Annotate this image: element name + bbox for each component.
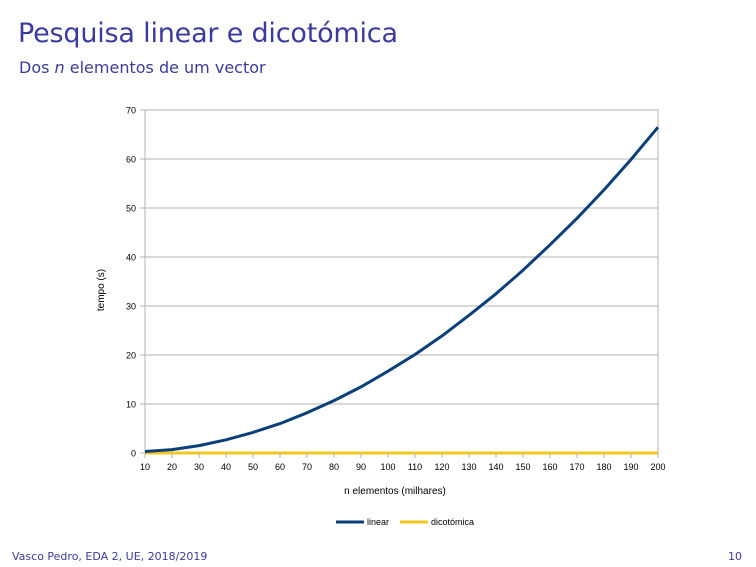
x-tick-label: 20 [167, 462, 177, 472]
subtitle-suffix: elementos de um vector [64, 58, 266, 77]
x-tick-label: 70 [302, 462, 312, 472]
page-number: 10 [728, 550, 742, 563]
x-tick-label: 190 [623, 462, 638, 472]
x-tick-label: 120 [434, 462, 449, 472]
line-chart: 0 10 20 30 40 50 60 70 10 20 30 40 50 60 70 80 90 100 110… [96, 106, 666, 528]
y-axis-ticks: 0 10 20 30 40 50 60 70 [126, 106, 145, 459]
x-tick-label: 60 [275, 462, 285, 472]
y-tick-label: 60 [126, 155, 136, 165]
x-tick-label: 10 [140, 462, 150, 472]
y-tick-label: 30 [126, 302, 136, 312]
slide-title: Pesquisa linear e dicotómica [18, 18, 398, 49]
subtitle-prefix: Dos [19, 58, 55, 77]
x-axis-label: n elementos (milhares) [344, 486, 446, 497]
footer-author: Vasco Pedro, EDA 2, UE, 2018/2019 [12, 550, 208, 563]
x-tick-label: 90 [356, 462, 366, 472]
y-tick-label: 70 [126, 106, 136, 116]
chart-legend: linear dicotómica [336, 517, 474, 527]
x-tick-label: 80 [329, 462, 339, 472]
slide-subtitle: Dos n elementos de um vector [19, 58, 266, 77]
x-axis-ticks: 10 20 30 40 50 60 70 80 90 100 110 120 130 140 150 160 1… [140, 453, 666, 472]
y-axis-label: tempo (s) [96, 269, 107, 311]
x-tick-label: 40 [221, 462, 231, 472]
y-tick-label: 40 [126, 253, 136, 263]
x-tick-label: 50 [248, 462, 258, 472]
y-tick-label: 50 [126, 204, 136, 214]
x-tick-label: 130 [461, 462, 476, 472]
x-tick-label: 110 [408, 462, 422, 472]
series-line [144, 126, 660, 453]
legend-label: dicotómica [431, 517, 474, 527]
x-tick-label: 140 [488, 462, 503, 472]
x-tick-label: 100 [380, 462, 395, 472]
chart-gridlines [145, 109, 658, 454]
y-tick-label: 20 [126, 351, 136, 361]
subtitle-variable: n [54, 58, 65, 77]
x-tick-label: 150 [515, 462, 530, 472]
y-tick-label: 10 [126, 400, 136, 410]
plot-area-frame [144, 109, 659, 454]
x-tick-label: 170 [569, 462, 584, 472]
y-tick-label: 0 [131, 449, 136, 459]
x-tick-label: 180 [596, 462, 611, 472]
x-tick-label: 30 [194, 462, 204, 472]
x-tick-label: 160 [542, 462, 557, 472]
x-tick-label: 200 [650, 462, 665, 472]
legend-label: linear [367, 517, 389, 527]
chart-series [144, 126, 660, 455]
